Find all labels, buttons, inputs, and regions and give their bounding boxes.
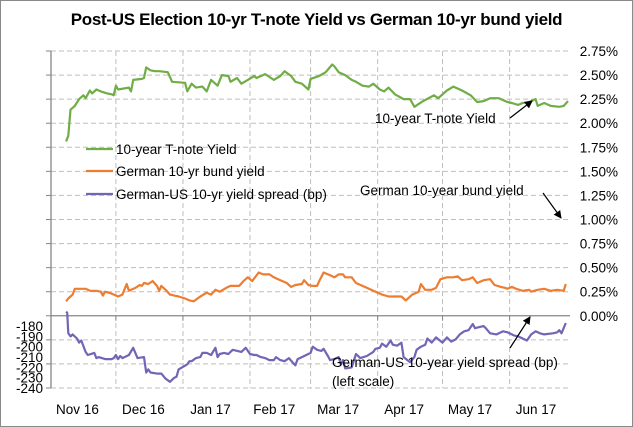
x-tick-label: Jun 17 <box>516 402 557 417</box>
gridlines <box>51 50 570 389</box>
x-tick-label: May 17 <box>448 402 492 417</box>
y-right-tick-label: 0.25% <box>580 285 618 300</box>
y-left-tick-label: -240 <box>16 381 43 396</box>
legend-label: German-US 10-yr yield spread (bp) <box>116 187 327 202</box>
y-right-tick-label: 1.00% <box>580 213 618 228</box>
annotation-arrow-spread <box>509 316 531 349</box>
y-left-tick-label: -200 <box>16 340 43 355</box>
legend-label: 10-year T-note Yield <box>116 142 237 157</box>
y-right-tick-label: 1.75% <box>580 140 618 155</box>
y-right-tick-label: 1.25% <box>580 188 618 203</box>
spread-line <box>65 310 567 383</box>
series-group <box>65 63 569 383</box>
x-tick-label: Dec 16 <box>122 402 165 417</box>
x-tick-label: Mar 17 <box>317 402 359 417</box>
annotation-bund: German 10-year bund yield <box>360 183 524 198</box>
legend: 10-year T-note Yield German 10-yr bund yi… <box>86 142 327 202</box>
y-right-tick-label: 0.75% <box>580 237 618 252</box>
x-tick-label: Jan 17 <box>190 402 231 417</box>
annotation-spread-scale: (left scale) <box>332 374 394 389</box>
y-right-tick-label: 2.50% <box>580 68 618 83</box>
x-tick-label: Apr 17 <box>384 402 424 417</box>
legend-label: German 10-yr bund yield <box>116 164 265 179</box>
annotation-arrow-bund <box>542 192 562 219</box>
y-right-tick-label: 2.00% <box>580 116 618 131</box>
y-right-tick-label: 2.25% <box>580 92 618 107</box>
y-right-tick-label: 0.50% <box>580 261 618 276</box>
annotations: 10-year T-note Yield German 10-year bund … <box>332 100 562 389</box>
y-right-tick-label: 0.00% <box>580 309 618 324</box>
annotation-tnote: 10-year T-note Yield <box>375 111 496 126</box>
x-tick-label: Nov 16 <box>56 402 99 417</box>
y-left-tick-label: -220 <box>16 360 43 375</box>
y-left-tick-label: -190 <box>16 329 43 344</box>
y-right-tick-label: 1.50% <box>580 164 618 179</box>
y-left-tick-label: -180 <box>16 319 43 334</box>
annotation-spread: German-US 10-year yield spread (bp) <box>332 355 558 370</box>
y-left-tick-label: -230 <box>16 371 43 386</box>
chart-title: Post-US Election 10-yr T-note Yield vs G… <box>70 10 563 29</box>
y-right-tick-label: 2.75% <box>580 44 618 59</box>
tnote-yield-line <box>65 63 569 142</box>
annotation-arrow-tnote <box>509 100 533 119</box>
x-tick-label: Feb 17 <box>253 402 295 417</box>
bund-yield-line <box>65 271 567 303</box>
y-left-tick-label: -210 <box>16 350 43 365</box>
axes: -180-190-200-210-220-230-240 2.75% 2.50% 2.… <box>16 44 618 417</box>
